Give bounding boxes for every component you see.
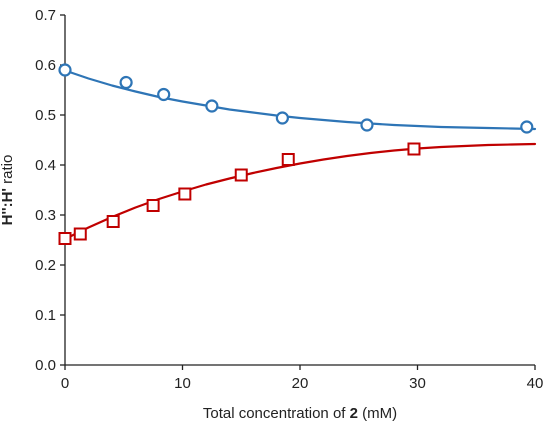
square-data-point bbox=[281, 153, 295, 166]
x-axis-ticks: 0 10 20 30 40 bbox=[61, 365, 544, 392]
y-tick-label: 0.5 bbox=[35, 107, 56, 124]
circle-data-point bbox=[275, 111, 289, 125]
square-data-point bbox=[58, 232, 72, 245]
plot-area bbox=[64, 15, 535, 366]
y-tick-label: 0.2 bbox=[35, 257, 56, 274]
square-data-point bbox=[106, 215, 120, 228]
y-tick-label: 0.0 bbox=[35, 357, 56, 374]
x-tick-label: 20 bbox=[292, 375, 309, 392]
square-data-point bbox=[178, 187, 192, 201]
x-axis-title: Total concentration of 2 (mM) bbox=[203, 405, 397, 422]
y-axis-ticks: 0.0 0.1 0.2 0.3 0.4 0.5 0.6 0.7 bbox=[35, 7, 65, 374]
square-series-fit-curve bbox=[63, 142, 537, 241]
square-data-point bbox=[407, 142, 421, 156]
square-data-point bbox=[234, 168, 248, 182]
circle-series-fit-curve bbox=[63, 69, 537, 131]
circle-data-point bbox=[157, 87, 171, 102]
y-axis-title: H'':H' ratio bbox=[0, 155, 16, 226]
fit-curves bbox=[63, 69, 537, 241]
circle-data-point bbox=[119, 75, 133, 90]
y-tick-label: 0.6 bbox=[35, 57, 56, 74]
circle-data-point bbox=[205, 99, 219, 113]
square-data-point bbox=[73, 227, 87, 241]
y-tick-label: 0.3 bbox=[35, 207, 56, 224]
x-tick-label: 10 bbox=[174, 375, 191, 392]
y-tick-label: 0.7 bbox=[35, 7, 56, 24]
circle-data-point bbox=[520, 120, 534, 134]
y-tick-label: 0.4 bbox=[35, 157, 56, 174]
x-tick-label: 30 bbox=[409, 375, 426, 392]
circle-data-point bbox=[360, 118, 374, 132]
y-tick-label: 0.1 bbox=[35, 307, 56, 324]
x-tick-label: 0 bbox=[61, 375, 69, 392]
x-tick-label: 40 bbox=[527, 375, 544, 392]
circle-data-point bbox=[58, 63, 72, 77]
data-markers bbox=[58, 63, 534, 245]
square-data-point bbox=[146, 199, 160, 212]
